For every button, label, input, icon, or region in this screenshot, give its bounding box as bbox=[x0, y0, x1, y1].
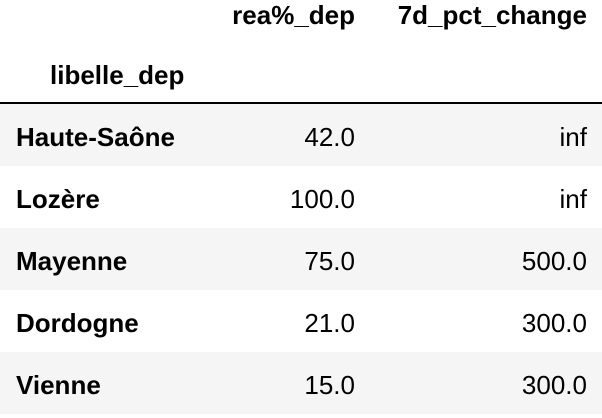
rea-dep-cell: 75.0 bbox=[304, 246, 355, 276]
index-name-header: libelle_dep bbox=[50, 60, 185, 90]
pct-change-cell: inf bbox=[559, 122, 587, 152]
table-row: Haute-Saône 42.0 inf bbox=[0, 104, 602, 166]
table-row: Lozère 100.0 inf bbox=[0, 166, 602, 228]
rea-dep-cell: 15.0 bbox=[304, 370, 355, 400]
pct-change-cell: 500.0 bbox=[521, 246, 587, 276]
header-divider bbox=[0, 102, 602, 104]
table-row: Mayenne 75.0 500.0 bbox=[0, 228, 602, 290]
row-label: Lozère bbox=[16, 184, 100, 214]
row-label: Vienne bbox=[16, 370, 101, 400]
table-row: Vienne 15.0 300.0 bbox=[0, 352, 602, 414]
table-row: Dordogne 21.0 300.0 bbox=[0, 290, 602, 352]
column-header-rea-dep: rea%_dep bbox=[232, 0, 355, 30]
pct-change-cell: inf bbox=[559, 184, 587, 214]
row-label: Mayenne bbox=[16, 246, 128, 276]
row-label: Haute-Saône bbox=[16, 122, 175, 152]
column-header-7d-pct-change: 7d_pct_change bbox=[397, 0, 587, 30]
rea-dep-cell: 21.0 bbox=[304, 308, 355, 338]
pct-change-cell: 300.0 bbox=[521, 308, 587, 338]
rea-dep-cell: 42.0 bbox=[304, 122, 355, 152]
pct-change-cell: 300.0 bbox=[521, 370, 587, 400]
table-body: Haute-Saône 42.0 inf Lozère 100.0 inf Ma… bbox=[0, 104, 602, 414]
row-label: Dordogne bbox=[16, 308, 139, 338]
rea-dep-cell: 100.0 bbox=[289, 184, 355, 214]
